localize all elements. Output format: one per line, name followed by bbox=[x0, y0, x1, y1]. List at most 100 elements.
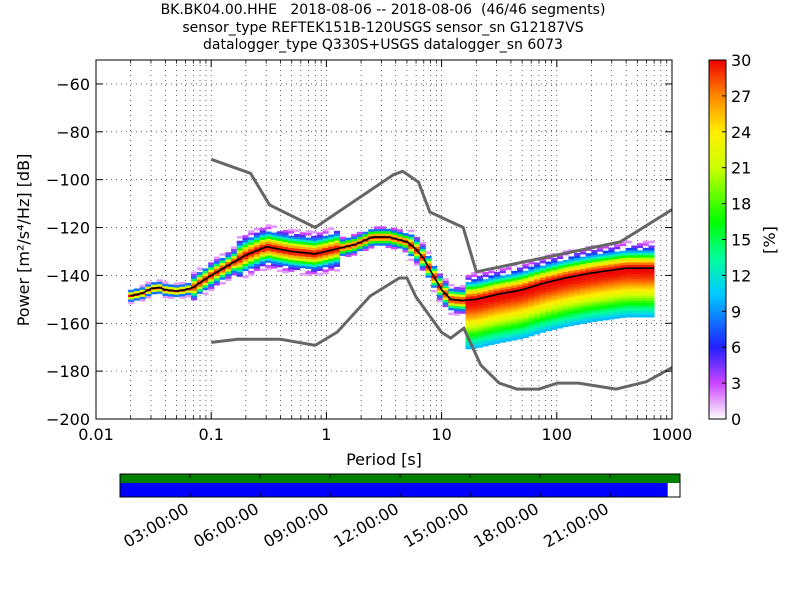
density-cell bbox=[574, 298, 581, 302]
density-cell bbox=[505, 315, 512, 318]
density-cell bbox=[591, 257, 598, 260]
density-cell bbox=[162, 295, 169, 299]
density-cell bbox=[619, 291, 626, 295]
density-cell bbox=[488, 306, 495, 310]
density-cell bbox=[534, 264, 541, 268]
density-cell bbox=[351, 248, 358, 251]
density-cell bbox=[425, 267, 432, 271]
density-cell bbox=[442, 278, 449, 281]
density-cell bbox=[299, 232, 306, 235]
density-cell bbox=[614, 289, 621, 293]
density-cell bbox=[191, 290, 198, 294]
density-cell bbox=[602, 255, 609, 259]
density-cell bbox=[425, 272, 432, 276]
density-cell bbox=[637, 250, 644, 253]
density-cell bbox=[419, 241, 426, 245]
density-cell bbox=[516, 272, 524, 275]
density-cell bbox=[608, 271, 615, 275]
density-cell bbox=[173, 284, 180, 288]
density-cell bbox=[288, 240, 295, 244]
density-cell bbox=[505, 267, 512, 270]
density-cell bbox=[625, 300, 632, 304]
density-cell bbox=[265, 255, 272, 259]
density-cell bbox=[608, 273, 615, 277]
density-cell bbox=[516, 329, 524, 333]
density-cell bbox=[619, 241, 626, 244]
density-cell bbox=[568, 256, 575, 260]
x-axis-ticks: 0.01 0.1 1 10 100 1000 bbox=[78, 60, 692, 444]
density-cell bbox=[248, 256, 255, 260]
density-cell bbox=[574, 276, 581, 280]
density-cell bbox=[585, 279, 592, 283]
density-cell bbox=[608, 264, 615, 267]
density-cell bbox=[579, 314, 586, 317]
density-cell bbox=[579, 294, 586, 298]
density-cell bbox=[591, 252, 598, 255]
density-cell bbox=[476, 282, 484, 286]
density-cell bbox=[333, 259, 341, 263]
density-cell bbox=[528, 312, 535, 315]
density-cell bbox=[511, 304, 518, 308]
density-cell bbox=[494, 286, 501, 289]
x-tick-label: 100 bbox=[542, 425, 573, 444]
density-cell bbox=[488, 323, 495, 326]
density-cell bbox=[614, 251, 621, 255]
density-cell bbox=[619, 277, 626, 280]
density-cell bbox=[299, 239, 306, 242]
density-cell bbox=[545, 287, 552, 291]
density-cell bbox=[642, 293, 649, 296]
density-cell bbox=[442, 302, 449, 305]
density-cell bbox=[551, 322, 558, 326]
density-cell bbox=[596, 308, 604, 312]
density-cell bbox=[551, 276, 558, 280]
density-cell bbox=[282, 246, 289, 250]
density-cell bbox=[471, 300, 478, 304]
density-cell bbox=[396, 233, 403, 237]
density-cell bbox=[379, 233, 386, 237]
density-cell bbox=[282, 251, 289, 255]
density-cell bbox=[574, 286, 581, 290]
density-cell bbox=[476, 330, 484, 334]
density-cell bbox=[276, 252, 283, 256]
density-cell bbox=[242, 266, 249, 269]
density-cell bbox=[619, 310, 626, 314]
density-cell bbox=[208, 286, 215, 289]
density-cell bbox=[631, 252, 638, 256]
density-cell bbox=[516, 277, 524, 280]
density-cell bbox=[591, 304, 598, 308]
density-cell bbox=[333, 237, 341, 241]
density-cell bbox=[574, 296, 581, 299]
density-cell bbox=[482, 324, 489, 328]
density-cell bbox=[534, 312, 541, 316]
density-cell bbox=[213, 261, 220, 264]
density-cell bbox=[345, 237, 352, 241]
density-cell bbox=[522, 309, 529, 312]
density-cell bbox=[253, 237, 261, 240]
density-cell bbox=[545, 261, 552, 265]
density-cell bbox=[282, 268, 289, 271]
density-cell bbox=[642, 271, 649, 275]
density-cell bbox=[242, 268, 249, 272]
density-cell bbox=[259, 230, 266, 233]
density-cell bbox=[391, 232, 398, 236]
density-cell bbox=[465, 289, 472, 292]
density-cell bbox=[293, 265, 301, 268]
density-cell bbox=[419, 263, 426, 266]
density-cell bbox=[637, 252, 644, 256]
density-cell bbox=[579, 285, 586, 289]
density-cell bbox=[436, 299, 443, 303]
density-cell bbox=[471, 305, 478, 309]
density-cell bbox=[236, 252, 243, 256]
density-cell bbox=[328, 253, 335, 257]
density-cell bbox=[619, 253, 626, 256]
density-cell bbox=[488, 328, 495, 331]
density-cell bbox=[419, 267, 426, 271]
density-cell bbox=[265, 241, 272, 244]
density-cell bbox=[379, 231, 386, 234]
density-cell bbox=[534, 331, 541, 335]
density-cell bbox=[219, 262, 226, 266]
density-cell bbox=[499, 268, 506, 271]
density-cell bbox=[476, 309, 484, 312]
density-cell bbox=[579, 268, 586, 272]
density-cell bbox=[471, 286, 478, 289]
